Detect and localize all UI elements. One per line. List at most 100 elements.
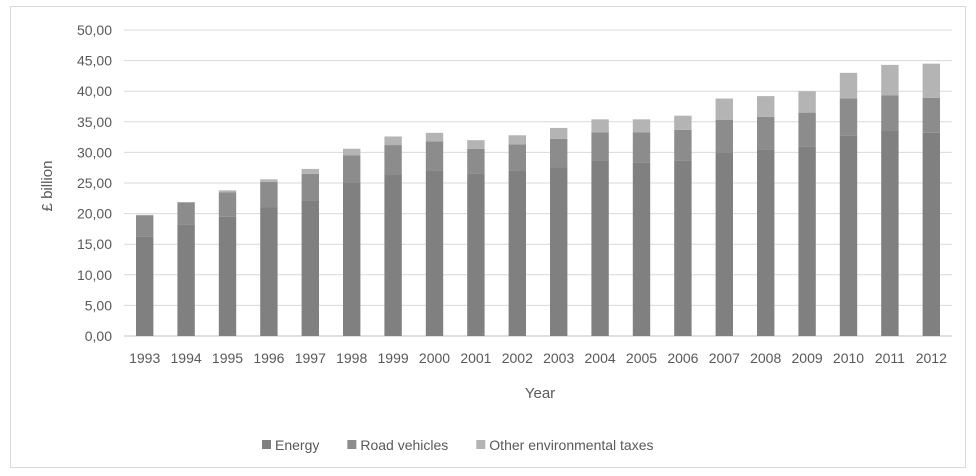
y-tick-label: 35,00 (77, 114, 112, 130)
x-axis: 1993 1994 1995 1996 1997 1998 1999 2000 2001 2002… (129, 350, 947, 366)
bar-other-environmental-taxes (550, 127, 568, 139)
bar-energy (425, 170, 444, 336)
bar-other-environmental-taxes (301, 168, 319, 174)
legend-label: Other environmental taxes (489, 437, 653, 453)
bar-energy (301, 200, 319, 336)
legend-swatch (347, 440, 357, 449)
bar-energy (632, 162, 651, 336)
x-tick-label: 2001 (460, 350, 491, 366)
bar-road-vehicles (839, 98, 858, 136)
bar-energy (591, 160, 609, 336)
bar-other-environmental-taxes (757, 96, 775, 117)
y-axis-title: £ billion (39, 161, 56, 212)
y-tick-label: 0,00 (85, 328, 112, 344)
x-tick-label: 2004 (585, 350, 616, 366)
bar-road-vehicles (508, 144, 526, 171)
bar-other-environmental-taxes (922, 63, 940, 98)
bar-road-vehicles (922, 97, 940, 133)
bar-other-environmental-taxes (260, 179, 278, 182)
x-tick-label: 1998 (336, 350, 367, 366)
bar-other-environmental-taxes (839, 72, 858, 99)
bar-energy (508, 170, 526, 336)
y-tick-label: 30,00 (77, 144, 112, 160)
gridlines (124, 29, 952, 337)
x-tick-label: 1994 (171, 350, 202, 366)
y-tick-label: 45,00 (77, 53, 112, 69)
bar-other-environmental-taxes (218, 190, 237, 193)
bar-energy (550, 167, 568, 336)
x-tick-label: 2006 (667, 350, 698, 366)
y-tick-label: 10,00 (77, 267, 112, 283)
bar-other-environmental-taxes (508, 135, 526, 145)
bar-energy (467, 173, 485, 336)
bar-other-environmental-taxes (674, 115, 692, 130)
bar-other-environmental-taxes (591, 119, 609, 133)
x-tick-label: 2003 (543, 350, 574, 366)
bar-energy (881, 130, 899, 336)
bar-other-environmental-taxes (425, 132, 444, 142)
legend: Energy Road vehicles Other environmental t… (262, 437, 654, 453)
x-tick-label: 1999 (378, 350, 409, 366)
bar-road-vehicles (798, 112, 816, 147)
y-tick-label: 40,00 (77, 83, 112, 99)
bar-energy (260, 207, 278, 336)
bar-energy (674, 160, 692, 336)
bar-energy (798, 146, 816, 336)
bar-road-vehicles (550, 138, 568, 168)
bar-road-vehicles (260, 181, 278, 208)
bar-road-vehicles (632, 132, 651, 163)
bar-road-vehicles (591, 132, 609, 161)
bar-energy (757, 149, 775, 336)
bar-energy (384, 174, 402, 336)
bar-road-vehicles (425, 141, 444, 171)
x-tick-label: 1995 (212, 350, 243, 366)
legend-label: Road vehicles (360, 437, 448, 453)
bar-energy (922, 132, 940, 336)
bar-other-environmental-taxes (881, 64, 899, 96)
x-tick-label: 1993 (129, 350, 160, 366)
bar-road-vehicles (301, 173, 319, 201)
x-tick-label: 2010 (833, 350, 864, 366)
bar-road-vehicles (715, 119, 733, 153)
bars (136, 63, 940, 336)
bar-other-environmental-taxes (343, 148, 361, 156)
bar-road-vehicles (881, 95, 899, 131)
legend-label: Energy (275, 437, 319, 453)
bar-road-vehicles (674, 129, 692, 161)
bar-other-environmental-taxes (177, 201, 195, 203)
x-tick-label: 2012 (916, 350, 947, 366)
x-tick-label: 2005 (626, 350, 657, 366)
bar-road-vehicles (384, 145, 402, 175)
legend-swatch (262, 440, 271, 449)
bar-energy (177, 224, 195, 336)
x-axis-title: Year (525, 385, 555, 402)
bar-other-environmental-taxes (798, 91, 816, 113)
legend-swatch (476, 440, 486, 449)
bar-other-environmental-taxes (467, 140, 485, 149)
x-tick-label: 2007 (709, 350, 740, 366)
y-tick-label: 50,00 (77, 22, 112, 38)
bar-other-environmental-taxes (384, 136, 402, 146)
bar-road-vehicles (343, 155, 361, 183)
x-tick-label: 1996 (253, 350, 284, 366)
bar-road-vehicles (757, 116, 775, 150)
x-tick-label: 2009 (792, 350, 823, 366)
x-tick-label: 2002 (502, 350, 533, 366)
y-axis: 0,00 5,00 10,00 15,00 20,00 25,00 30,00 35,00 40… (77, 22, 112, 344)
y-tick-label: 20,00 (77, 206, 112, 222)
x-tick-label: 2008 (750, 350, 781, 366)
x-tick-label: 2000 (419, 350, 450, 366)
bar-energy (839, 135, 858, 336)
bar-road-vehicles (467, 148, 485, 174)
bar-energy (218, 216, 237, 336)
y-tick-label: 25,00 (77, 175, 112, 191)
bar-road-vehicles (218, 192, 237, 217)
y-tick-label: 15,00 (77, 236, 112, 252)
bar-energy (715, 152, 733, 336)
bar-energy (136, 236, 154, 336)
bar-other-environmental-taxes (136, 214, 154, 216)
bar-other-environmental-taxes (632, 119, 651, 133)
x-tick-label: 2011 (875, 350, 905, 366)
y-tick-label: 5,00 (85, 297, 112, 313)
x-tick-label: 1997 (295, 350, 326, 366)
